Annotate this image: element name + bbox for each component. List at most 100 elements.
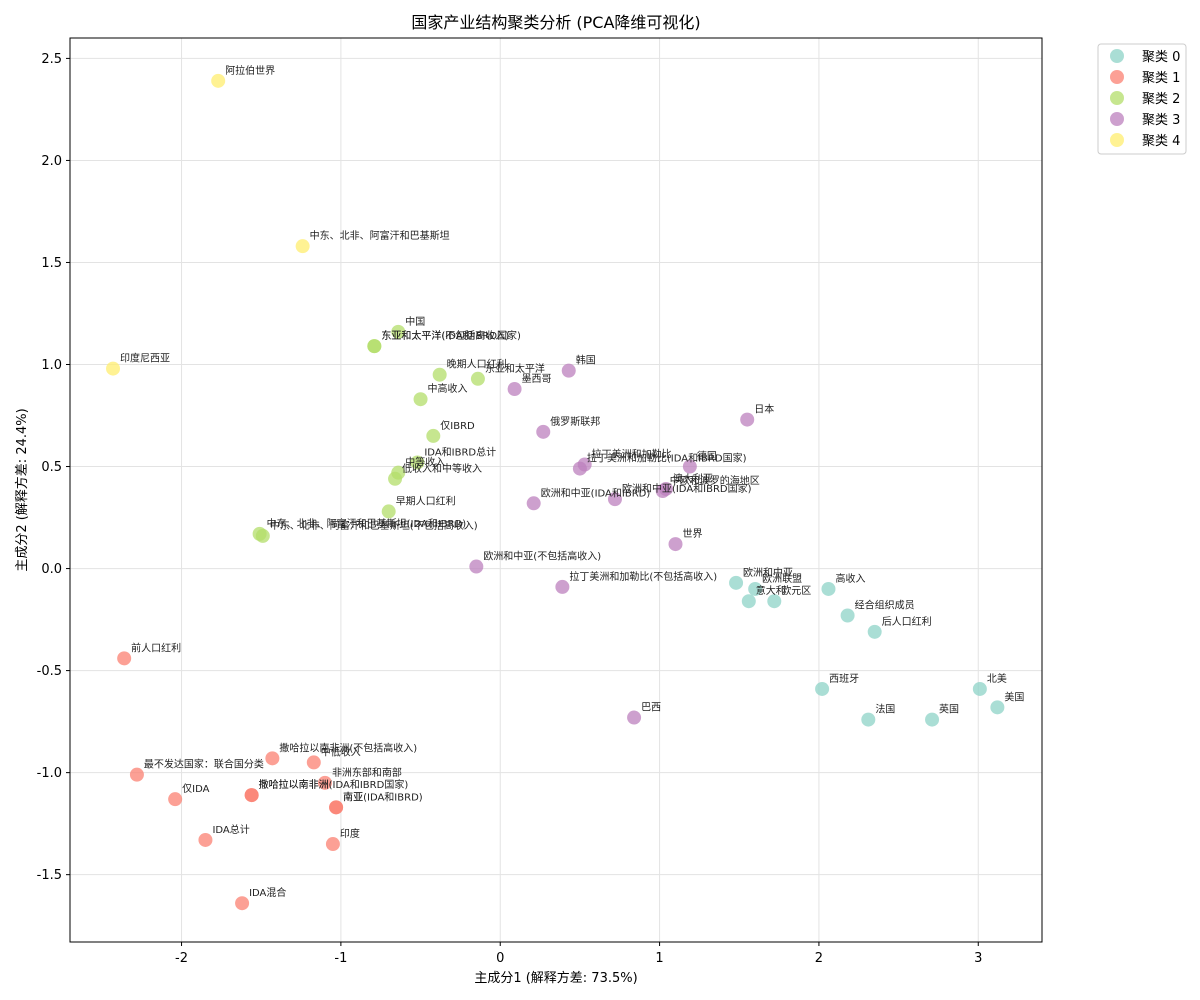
data-point-cluster-3: [507, 381, 522, 396]
data-point-cluster-1: [198, 832, 213, 847]
x-tick-label: 1: [655, 951, 663, 966]
data-point-label: 中等收入: [405, 456, 445, 469]
data-point-cluster-0: [925, 712, 940, 727]
legend: 聚类 0 聚类 1 聚类 2 聚类 3 聚类 4: [1097, 43, 1187, 155]
data-point-cluster-3: [561, 363, 576, 378]
data-point-cluster-3: [740, 412, 755, 427]
data-point-label: 低收入和中等收入: [402, 462, 482, 475]
legend-label: 聚类 0: [1142, 50, 1180, 65]
data-point-label: 中低收入: [321, 745, 361, 758]
data-point-label: 撒哈拉以南非洲(IDA和IBRD国家): [259, 778, 409, 791]
data-point-label: 中东、北非、阿富汗和巴基斯坦(不包括高收入): [270, 519, 478, 532]
data-point-cluster-0: [840, 608, 855, 623]
data-point-cluster-2: [426, 428, 441, 443]
legend-marker: [1110, 91, 1124, 105]
data-point-cluster-1: [244, 788, 259, 803]
data-point-label: IDA总计: [212, 823, 249, 836]
data-point-label: 仅IBRD: [440, 420, 475, 432]
data-point-label: 印度: [340, 827, 360, 840]
data-point-cluster-3: [536, 424, 551, 439]
y-tick-label: 2.0: [41, 154, 62, 169]
data-point-label: 澳大利亚: [673, 472, 713, 485]
data-point-label: 欧洲联盟: [762, 573, 802, 585]
data-point-cluster-3: [526, 496, 541, 511]
data-point-cluster-0: [741, 594, 756, 609]
y-axis-label: 主成分2 (解释方差: 24.4%): [14, 408, 30, 571]
data-point-label: 南亚: [343, 790, 363, 803]
data-point-cluster-2: [255, 528, 270, 543]
data-point-label: 前人口红利: [131, 641, 181, 654]
y-tick-label: 0.0: [41, 562, 62, 577]
data-point-label: 中高收入: [428, 382, 468, 395]
data-point-cluster-1: [306, 755, 321, 770]
data-point-label: 高收入: [835, 572, 865, 585]
data-points: [106, 73, 1005, 911]
data-point-label: 欧洲和中亚(IDA和IBRD国家): [622, 482, 752, 495]
data-point-cluster-0: [815, 681, 830, 696]
data-point-label: 早期人口红利: [396, 494, 456, 507]
legend-marker: [1110, 133, 1124, 147]
x-axis-ticks: -2 -1 0 1 2 3: [175, 942, 982, 966]
data-point-cluster-0: [972, 681, 987, 696]
data-point-label: 中东、北非、阿富汗和巴基斯坦(IDA和IBRD): [267, 517, 467, 530]
x-tick-label: -2: [175, 951, 188, 966]
legend-label: 聚类 2: [1142, 92, 1180, 107]
data-point-label: 欧洲和中亚(IDA和IBRD): [541, 486, 651, 499]
data-point-label: 欧元区: [781, 585, 811, 597]
data-point-label: 墨西哥: [522, 373, 552, 385]
data-point-label: 拉丁美洲和加勒比(IDA和IBRD国家): [587, 452, 747, 465]
data-point-cluster-1: [329, 800, 344, 815]
data-point-cluster-0: [867, 624, 882, 639]
data-point-label: 中国: [405, 315, 425, 328]
data-point-cluster-2: [432, 367, 447, 382]
data-point-label: 西班牙: [829, 673, 859, 685]
data-point-cluster-3: [607, 492, 622, 507]
x-tick-label: 3: [974, 951, 982, 966]
data-point-label: 日本: [754, 403, 774, 416]
data-point-cluster-0: [748, 581, 763, 596]
data-point-cluster-4: [295, 239, 310, 254]
data-point-label: 撒哈拉以南非洲(不包括高收入): [279, 741, 417, 754]
data-point-label: 英国: [939, 703, 959, 716]
data-point-label: 意大利: [756, 584, 786, 597]
data-point-label: 韩国: [576, 354, 596, 367]
chart-title: 国家产业结构聚类分析 (PCA降维可视化): [411, 13, 700, 32]
data-point-cluster-1: [117, 651, 132, 666]
data-point-label: 最不发达国家：联合国分类: [144, 758, 264, 771]
data-point-cluster-1: [317, 775, 332, 790]
data-point-cluster-2: [470, 371, 485, 386]
data-point-cluster-3: [469, 559, 484, 574]
y-axis-ticks: -1.5 -1.0 -0.5 0.0 0.5 1.0 1.5 2.0 2.5: [37, 52, 70, 883]
data-point-cluster-3: [555, 579, 570, 594]
data-point-label: 巴西: [641, 702, 661, 714]
y-tick-label: -1.0: [37, 766, 62, 781]
data-point-label: 撒哈拉以南非洲: [259, 778, 329, 791]
grid: [70, 38, 1042, 942]
data-point-cluster-1: [168, 792, 183, 807]
legend-label: 聚类 3: [1142, 113, 1180, 128]
legend-marker: [1110, 112, 1124, 126]
data-point-cluster-0: [729, 575, 744, 590]
data-point-cluster-4: [106, 361, 121, 376]
x-tick-label: 2: [815, 951, 823, 966]
data-point-cluster-0: [990, 700, 1005, 715]
data-point-label: IDA和IBRD总计: [424, 445, 496, 458]
y-tick-label: 1.0: [41, 358, 62, 373]
data-point-cluster-2: [367, 339, 382, 354]
legend-label: 聚类 4: [1142, 134, 1180, 149]
data-point-label: 俄罗斯联邦: [550, 415, 600, 428]
data-point-cluster-1: [129, 767, 144, 782]
data-point-cluster-1: [265, 751, 280, 766]
data-point-label: 东亚和太平洋: [485, 362, 545, 375]
data-point-label: 拉丁美洲和加勒比(不包括高收入): [569, 570, 717, 583]
x-tick-label: 0: [496, 951, 504, 966]
data-point-label: 东亚和太平洋(IDA和IBRD国家): [381, 329, 521, 342]
data-point-label: 阿拉伯世界: [225, 64, 275, 77]
data-point-label: 南亚(IDA和IBRD): [343, 790, 423, 803]
data-point-cluster-2: [410, 455, 425, 470]
data-point-label: 中欧和波罗的海地区: [670, 474, 760, 487]
data-point-cluster-1: [325, 837, 340, 852]
data-point-label: 世界: [683, 528, 703, 540]
data-point-label: 欧洲和中亚: [743, 566, 793, 579]
y-tick-label: 1.5: [41, 256, 62, 271]
